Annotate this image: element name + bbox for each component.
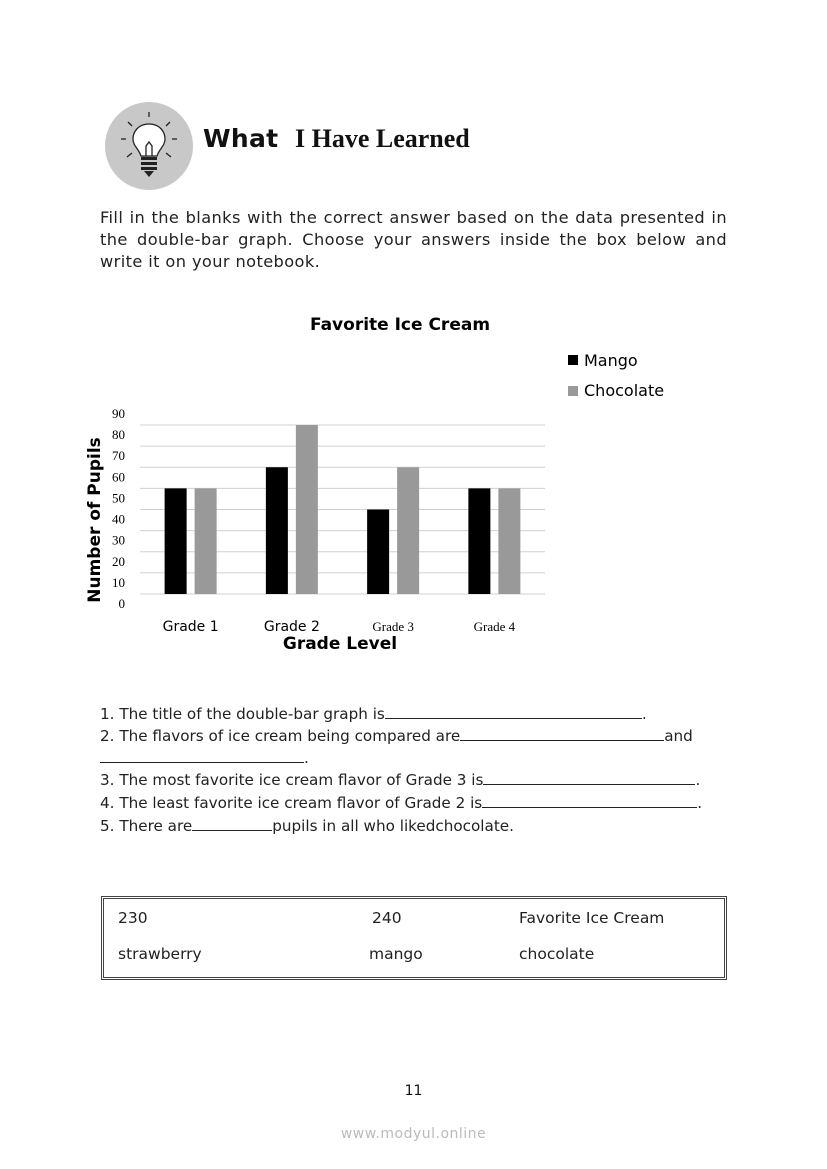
legend-label-chocolate: Chocolate [584, 381, 664, 400]
answer-blank[interactable] [460, 726, 665, 741]
question-number: 5. [100, 817, 115, 835]
question-text: The least favorite ice cream flavor of G… [119, 794, 483, 812]
y-tick-label: 40 [112, 512, 125, 527]
x-tick-label: Grade 3 [372, 619, 414, 634]
question-text: The most favorite ice cream flavor of Gr… [119, 771, 484, 789]
question-1: 1. The title of the double-bar graph is. [100, 704, 647, 723]
y-tick-label: 0 [119, 596, 126, 611]
bar-chocolate-grade-4 [498, 488, 521, 594]
answer-blank[interactable] [483, 770, 696, 785]
choice: mango [369, 945, 423, 963]
choice: strawberry [118, 945, 202, 963]
question-3: 3. The most favorite ice cream flavor of… [100, 770, 700, 789]
y-tick-label: 20 [112, 554, 125, 569]
lightbulb-icon [105, 102, 193, 190]
y-tick-label: 30 [112, 533, 125, 548]
question-end: . [697, 794, 703, 812]
answer-choices-box: 230 240 Favorite Ice Cream strawberry ma… [101, 896, 727, 980]
question-number: 2. [100, 727, 115, 745]
y-tick-label: 50 [112, 490, 125, 505]
bar-chocolate-grade-3 [397, 467, 420, 594]
question-4: 4. The least favorite ice cream flavor o… [100, 793, 702, 812]
legend-label-mango: Mango [584, 351, 638, 370]
double-bar-chart: Favorite Ice Cream Mango Chocolate 0 10 20… [85, 315, 664, 654]
instructions: Fill in the blanks with the correct answ… [100, 208, 727, 271]
question-text: The flavors of ice cream being compared … [119, 727, 461, 745]
legend-swatch-chocolate [568, 386, 578, 396]
legend: Mango Chocolate [568, 351, 664, 400]
question-end: . [695, 771, 701, 789]
bar-mango-grade-1 [164, 488, 187, 594]
watermark: www.modyul.online [340, 1126, 487, 1142]
x-tick-label: Grade 4 [474, 619, 516, 634]
bar-chocolate-grade-1 [194, 488, 217, 594]
y-tick-label: 60 [112, 469, 125, 484]
question-number: 3. [100, 771, 115, 789]
choice: Favorite Ice Cream [519, 909, 665, 927]
question-number: 1. [100, 705, 115, 723]
choice: chocolate [519, 945, 595, 963]
question-2: 2. The flavors of ice cream being compar… [100, 726, 693, 745]
y-tick-label: 10 [112, 575, 125, 590]
bar-mango-grade-2 [265, 467, 288, 594]
question-number: 4. [100, 794, 115, 812]
answer-blank[interactable] [482, 793, 698, 808]
answer-blank[interactable] [384, 704, 642, 719]
y-tick-label: 70 [112, 448, 125, 463]
section-title-rest: I Have Learned [295, 124, 470, 153]
y-tick-label: 80 [112, 427, 125, 442]
question-5: 5. There are pupils in all who likedchoco… [100, 816, 514, 835]
choice: 240 [372, 909, 402, 927]
page-number: 11 [404, 1083, 423, 1099]
question-end: . [641, 705, 647, 723]
x-tick-label: Grade 1 [163, 619, 219, 635]
y-axis-label: Number of Pupils [85, 437, 105, 603]
y-tick-label: 90 [112, 406, 125, 421]
question-text-and: and [664, 727, 693, 745]
answer-blank[interactable] [192, 816, 273, 831]
x-axis-label: Grade Level [283, 634, 397, 654]
bar-mango-grade-3 [367, 509, 390, 594]
question-end: . [304, 749, 309, 767]
answer-blank[interactable] [100, 748, 304, 763]
section-title-what: What [203, 124, 279, 153]
question-2-continued: . [100, 748, 309, 767]
choice: 230 [118, 909, 148, 927]
bar-mango-grade-4 [468, 488, 491, 594]
bar-chocolate-grade-2 [295, 425, 318, 594]
x-tick-label: Grade 2 [264, 619, 320, 635]
chart-title: Favorite Ice Cream [310, 315, 490, 335]
question-end: pupils in all who likedchocolate. [272, 817, 514, 835]
legend-swatch-mango [568, 355, 578, 365]
question-text: There are [119, 817, 193, 835]
question-text: The title of the double-bar graph is [119, 705, 385, 723]
